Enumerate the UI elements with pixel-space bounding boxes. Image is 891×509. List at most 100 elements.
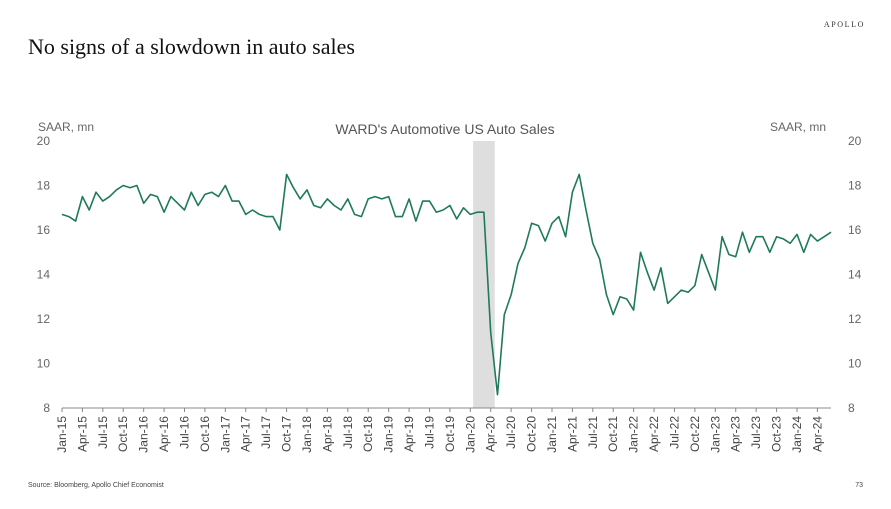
data-point [136,185,138,187]
y-tick-label-right: 8 [848,401,855,415]
y-axis-label-right: SAAR, mn [770,120,826,134]
x-tick-label: Jul-18 [341,416,355,449]
data-point [279,229,281,231]
data-point [272,216,274,218]
data-point [190,191,192,193]
data-point [149,193,151,195]
page-number: 73 [855,482,863,489]
x-tick-label: Oct-19 [443,416,457,452]
data-point [435,211,437,213]
data-point [381,198,383,200]
x-tick-label: Jul-19 [422,416,436,449]
data-point [326,198,328,200]
y-axis-label-left: SAAR, mn [38,120,94,134]
data-point [463,207,465,209]
data-point [612,314,614,316]
x-tick-label: Jan-19 [382,416,396,453]
data-point [109,196,111,198]
data-point [748,251,750,253]
data-point [742,231,744,233]
page-title: No signs of a slowdown in auto sales [28,34,355,59]
y-tick-label-left: 10 [37,357,51,371]
data-point [490,331,492,333]
data-point [619,296,621,298]
data-point [810,233,812,235]
data-point [789,242,791,244]
data-point [728,253,730,255]
data-point [122,185,124,187]
data-point [306,189,308,191]
x-tick-label: Jul-21 [586,416,600,449]
data-point [646,271,648,273]
data-point [394,216,396,218]
data-point [667,302,669,304]
data-point [524,247,526,249]
data-point [258,213,260,215]
data-point [714,289,716,291]
data-point [653,289,655,291]
data-point [374,196,376,198]
x-tick-label: Jan-16 [137,416,151,453]
data-point [183,209,185,211]
data-point [401,216,403,218]
data-point [605,294,607,296]
data-point [497,394,499,396]
y-tick-label-right: 10 [848,357,862,371]
data-point [286,173,288,175]
data-point [776,236,778,238]
data-point [633,309,635,311]
y-tick-label-right: 16 [848,223,862,237]
data-point [578,173,580,175]
x-tick-label: Oct-18 [361,416,375,452]
x-tick-label: Jul-17 [259,416,273,449]
data-point [639,251,641,253]
data-point [551,222,553,224]
data-point [204,193,206,195]
data-point [218,196,220,198]
data-point [660,267,662,269]
data-point [769,251,771,253]
data-point [449,205,451,207]
data-point [816,240,818,242]
x-tick-label: Apr-21 [565,416,579,452]
x-tick-label: Apr-16 [157,416,171,452]
data-point [68,216,70,218]
series-line-auto-sales [61,173,832,396]
data-point [442,209,444,211]
data-point [61,213,63,215]
x-tick-label: Jan-24 [790,416,804,453]
x-tick-label: Jan-23 [708,416,722,453]
data-point [585,209,587,211]
data-point [95,191,97,193]
chart-title: WARD's Automotive US Auto Sales [335,121,554,137]
data-point [456,218,458,220]
data-point [408,198,410,200]
data-point [354,213,356,215]
data-point [823,236,825,238]
y-axis-left: 8 10 12 14 16 18 20 [37,134,51,415]
data-point [252,209,254,211]
data-point [531,222,533,224]
data-point [102,200,104,202]
x-tick-label: Oct-15 [116,416,130,452]
data-point [156,196,158,198]
data-point [701,253,703,255]
x-tick-label: Oct-16 [198,416,212,452]
data-point [313,205,315,207]
x-tick-label: Oct-22 [688,416,702,452]
data-point [177,202,179,204]
data-point [320,207,322,209]
data-point [143,202,145,204]
y-tick-label-right: 12 [848,312,862,326]
y-tick-label-left: 14 [37,268,51,282]
y-axis-right: 8 10 12 14 16 18 20 [848,134,862,415]
x-tick-label: Jan-18 [300,416,314,453]
y-tick-label-right: 14 [848,268,862,282]
x-tick-label: Apr-19 [402,416,416,452]
data-point [115,189,117,191]
data-point [163,211,165,213]
data-point [422,200,424,202]
x-tick-label: Apr-15 [75,416,89,452]
y-tick-label-left: 12 [37,312,51,326]
x-tick-label: Jan-22 [627,416,641,453]
